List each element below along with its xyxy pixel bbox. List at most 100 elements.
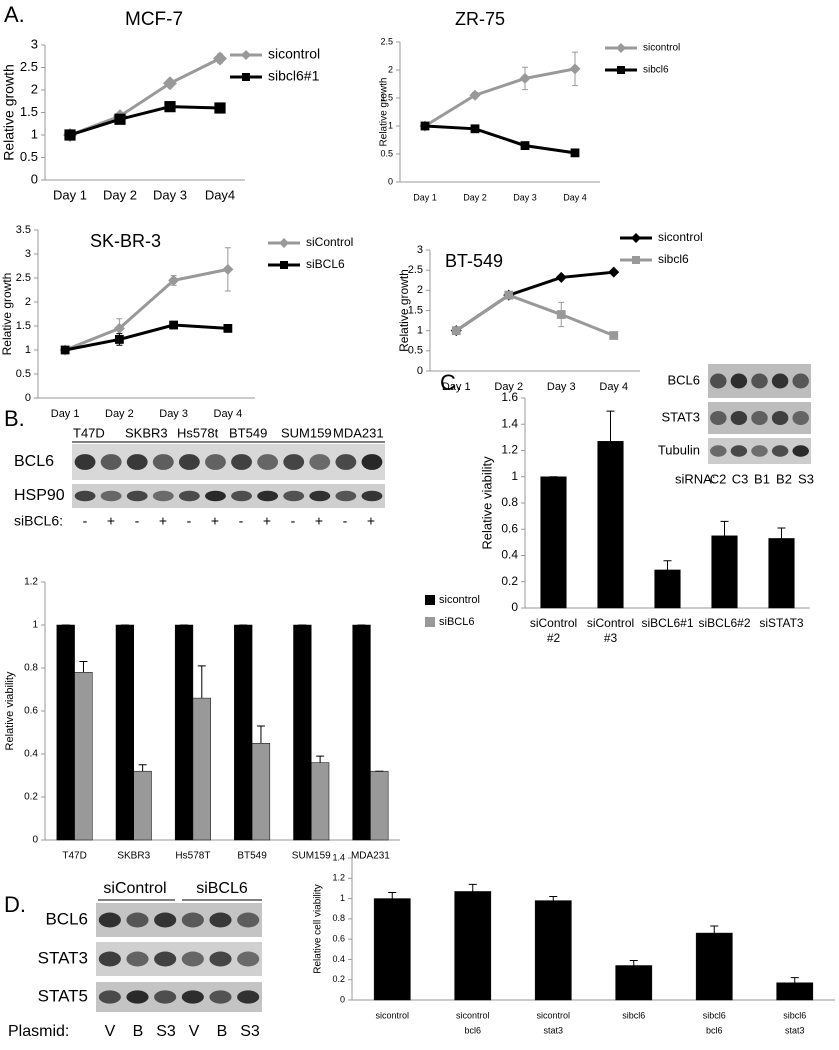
bar [74, 672, 93, 841]
group-label: siBCL6 [196, 880, 248, 897]
legend-swatch [425, 617, 435, 627]
x-tick-label: Day 2 [494, 381, 523, 393]
blot-band [100, 454, 122, 470]
blot-band [335, 490, 357, 502]
error-bar [790, 977, 799, 983]
marker [223, 324, 233, 333]
row-label: Tubulin [658, 442, 700, 457]
blot-band [237, 951, 260, 967]
marker [222, 263, 234, 275]
x-tick-label: #3 [604, 631, 618, 645]
marker [470, 124, 480, 134]
row-label: BCL6 [667, 372, 700, 387]
blot-band [710, 445, 727, 457]
blot-band [237, 990, 260, 1004]
y-tick-label: 3 [25, 248, 31, 260]
marker [213, 51, 227, 66]
line [424, 124, 576, 155]
treatment: + [367, 513, 375, 529]
blot-band [309, 454, 331, 470]
x-tick-label: #2 [547, 631, 561, 645]
blot-band [126, 912, 149, 928]
treatment: B [217, 1023, 228, 1040]
blot-band [792, 410, 809, 426]
blot-band [257, 490, 279, 502]
legend-label: sibcl6 [658, 252, 689, 266]
blot-band [205, 490, 226, 502]
x-tick-label: bcl6 [464, 1025, 481, 1035]
error-bar [606, 410, 615, 442]
y-tick-label: 0.4 [332, 954, 345, 964]
treatment: C2 [710, 471, 727, 486]
treatment-label: siBCL6: [14, 513, 63, 529]
y-tick-label: 0 [511, 600, 518, 614]
y-tick-label: 2.5 [16, 272, 31, 284]
y-tick-label: 0.2 [332, 974, 345, 984]
blot-strip [72, 484, 385, 508]
y-tick-label: 1.5 [20, 104, 38, 119]
blot-band [205, 454, 226, 470]
blot-band [751, 445, 768, 457]
treatment: - [135, 513, 140, 529]
y-tick-label: 1.2 [24, 577, 38, 588]
y-tick-label: 1 [340, 893, 345, 903]
y-tick-label: 1 [388, 120, 393, 130]
legend-label: sicontrol [658, 230, 703, 244]
x-tick-label: sicontrol [536, 1010, 570, 1020]
marker [451, 326, 461, 336]
y-tick-label: 0.2 [24, 792, 38, 803]
bar [174, 624, 194, 841]
x-tick-label: Day 1 [51, 408, 80, 420]
bar [56, 624, 75, 841]
line [69, 57, 221, 137]
blot-band [237, 912, 260, 928]
blot-band [152, 490, 174, 502]
blot-band [74, 454, 96, 470]
blot-band [309, 490, 331, 502]
blot-band [710, 373, 727, 389]
x-tick-label: Day 4 [563, 192, 587, 202]
blot-strip [96, 982, 262, 1012]
y-tick-label: 0 [25, 392, 31, 404]
x-tick-label: Day 3 [513, 192, 537, 202]
treatment: - [291, 513, 296, 529]
treatment: B [133, 1023, 144, 1040]
x-tick-label: Day 2 [103, 187, 137, 202]
y-tick-label: 2.5 [408, 264, 423, 276]
line [64, 267, 229, 352]
blot-band [335, 454, 357, 470]
treatment: + [315, 513, 323, 529]
marker [114, 335, 124, 344]
legend-marker [279, 238, 289, 248]
y-tick-label: 2 [25, 296, 31, 308]
y-axis-label: Relative viability [4, 671, 16, 750]
x-tick-label: stat3 [785, 1025, 805, 1035]
marker [164, 101, 176, 113]
line [69, 105, 221, 137]
blot-band [98, 990, 121, 1004]
blot-band [231, 454, 252, 470]
blot-band [361, 454, 383, 470]
x-tick-label: Day4 [205, 187, 235, 202]
y-tick-label: 2 [388, 64, 393, 74]
x-tick-label: Hs578T [175, 851, 210, 862]
y-tick-label: 3 [31, 36, 38, 51]
legend-label: sicontrol [439, 594, 480, 606]
treatment: C3 [732, 471, 749, 486]
legend-swatch [425, 595, 435, 605]
y-axis-label: Relative growth [397, 269, 411, 352]
marker [504, 290, 514, 300]
treatment-label: Plasmid: [8, 1023, 69, 1040]
x-tick-label: Day 1 [413, 192, 437, 202]
x-tick-label: sibcl6 [783, 1010, 806, 1020]
marker [420, 121, 430, 131]
error-bar [256, 725, 265, 744]
x-tick-label: sibcl6 [622, 1010, 645, 1020]
line [424, 67, 576, 128]
legend-marker [617, 66, 625, 74]
marker [570, 148, 580, 158]
legend-marker [241, 50, 251, 60]
blot-band [126, 990, 149, 1004]
x-tick-label: Day 4 [599, 381, 628, 393]
